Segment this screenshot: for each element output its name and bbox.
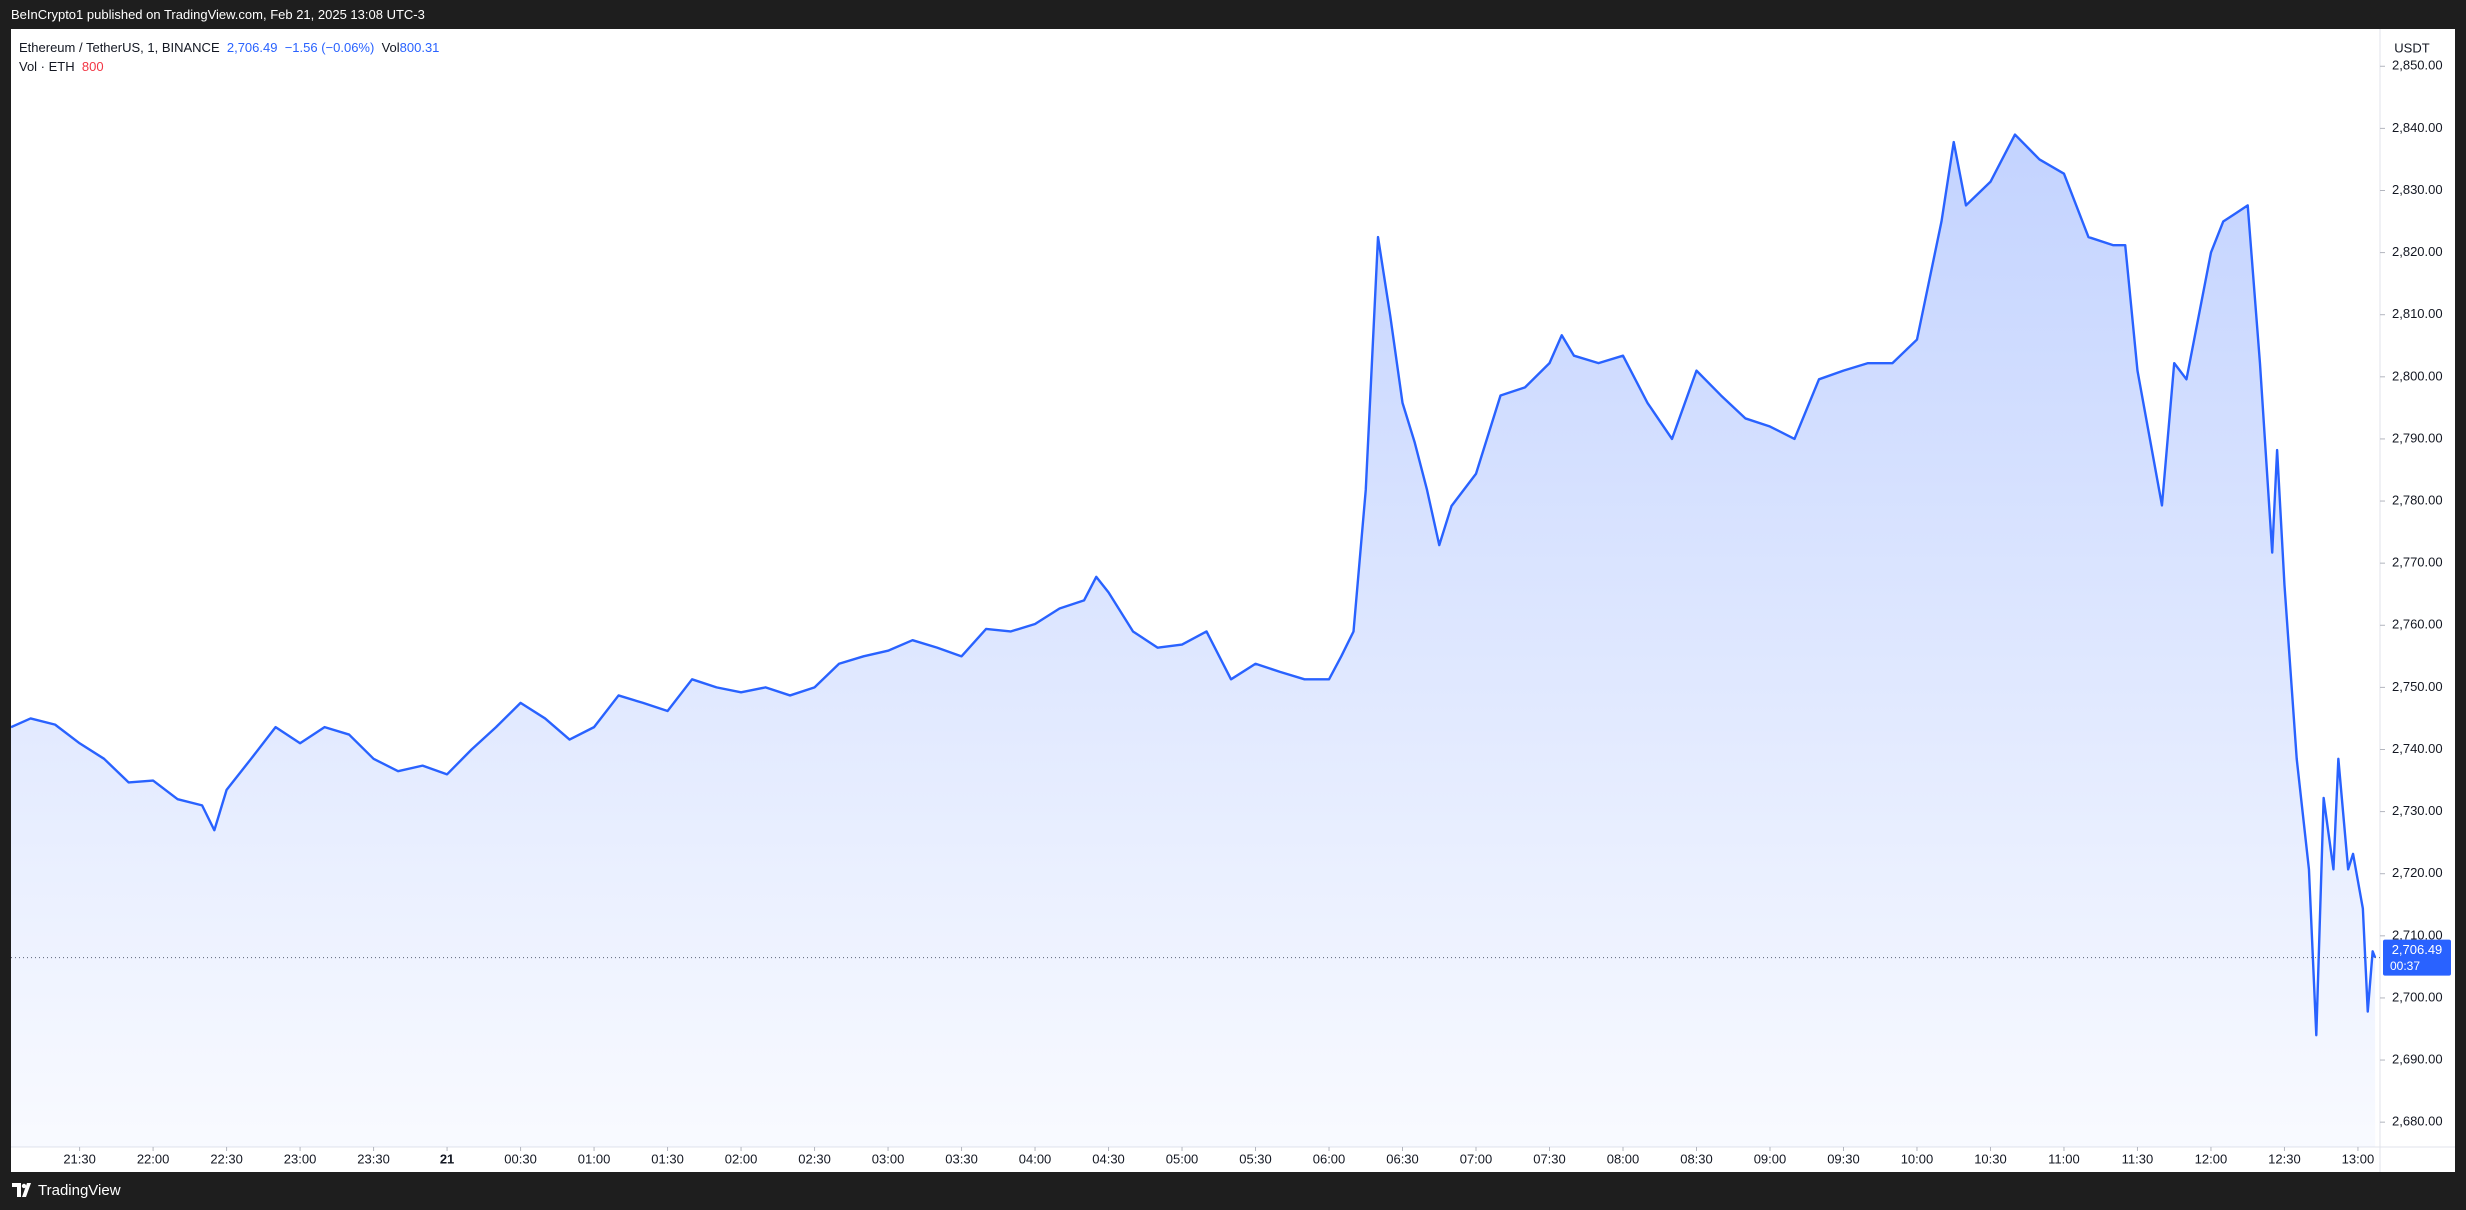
price-line	[11, 133, 2377, 1037]
axes: 2,680.00 2,690.00 2,700.00 2,710.00 2,720.00…	[63, 58, 2451, 1166]
y-tick-label: 2,730.00	[2392, 803, 2443, 818]
publish-bar: BeInCrypto1 published on TradingView.com…	[0, 0, 2466, 29]
y-tick-label: 2,800.00	[2392, 368, 2443, 383]
brand: TradingView	[38, 1182, 121, 1199]
x-tick-label: 23:30	[357, 1151, 390, 1166]
publish-info: BeInCrypto1 published on TradingView.com…	[11, 7, 425, 22]
y-tick-label: 2,700.00	[2392, 989, 2443, 1004]
x-tick-label: 21:30	[63, 1151, 96, 1166]
x-tick-label: 21	[440, 1151, 454, 1166]
x-tick-label: 02:30	[798, 1151, 831, 1166]
y-tick-label: 2,790.00	[2392, 430, 2443, 445]
y-tick-label: 2,840.00	[2392, 120, 2443, 135]
y-tick-label: 2,710.00	[2392, 927, 2443, 942]
y-tick-label: 2,820.00	[2392, 244, 2443, 259]
x-tick-label: 03:00	[872, 1151, 905, 1166]
y-tick-label: 2,740.00	[2392, 741, 2443, 756]
legend-row: Ethereum / TetherUS, 1, BINANCE 2,706.49…	[19, 38, 439, 57]
y-tick-label: 2,680.00	[2392, 1114, 2443, 1129]
price-area	[11, 134, 2376, 1147]
y-tick-label: 2,770.00	[2392, 555, 2443, 570]
y-tick-label: 2,720.00	[2392, 865, 2443, 880]
y-tick-label: 2,830.00	[2392, 182, 2443, 197]
x-tick-label: 08:30	[1680, 1151, 1713, 1166]
x-tick-label: 09:30	[1827, 1151, 1860, 1166]
x-tick-label: 10:30	[1974, 1151, 2007, 1166]
x-tick-label: 04:30	[1092, 1151, 1125, 1166]
x-tick-label: 04:00	[1019, 1151, 1052, 1166]
y-tick-label: 2,850.00	[2392, 58, 2443, 73]
footer-bar: TradingView	[0, 1172, 2466, 1210]
x-tick-label: 13:00	[2342, 1151, 2375, 1166]
x-tick-label: 23:00	[284, 1151, 317, 1166]
last-price-tag-label: 2,706.49	[2392, 942, 2443, 957]
x-tick-label: 01:30	[651, 1151, 684, 1166]
volume-title: Vol · ETH	[19, 59, 75, 74]
x-tick-label: 12:30	[2268, 1151, 2301, 1166]
volume-short: 800	[81, 59, 104, 74]
last-price-tag	[2383, 939, 2451, 976]
change: −1.56 (−0.06%)	[284, 40, 375, 55]
y-tick-label: 2,780.00	[2392, 492, 2443, 507]
last-price: 2,706.49	[226, 40, 278, 55]
x-tick-label: 05:00	[1166, 1151, 1199, 1166]
y-tick-label: 2,810.00	[2392, 306, 2443, 321]
volume-value: 800.31	[399, 40, 440, 55]
x-tick-label: 08:00	[1607, 1151, 1640, 1166]
x-tick-label: 06:00	[1313, 1151, 1346, 1166]
countdown: 00:37	[2390, 959, 2420, 973]
y-tick-label: 2,760.00	[2392, 617, 2443, 632]
x-tick-label: 11:00	[2048, 1151, 2080, 1166]
x-tick-label: 09:00	[1754, 1151, 1787, 1166]
x-tick-label: 02:00	[725, 1151, 758, 1166]
x-tick-label: 05:30	[1239, 1151, 1272, 1166]
x-tick-label: 06:30	[1386, 1151, 1419, 1166]
chart: USDT 2,680.002,690.002,700.002,710.002,7…	[11, 29, 2455, 1172]
y-tick-label: 2,750.00	[2392, 679, 2443, 694]
x-tick-label: 00:30	[504, 1151, 537, 1166]
currency-label: USDT	[2394, 40, 2429, 55]
legend: Ethereum / TetherUS, 1, BINANCE 2,706.49…	[19, 38, 439, 76]
x-tick-label: 12:00	[2195, 1151, 2228, 1166]
brand-logo	[12, 1183, 31, 1197]
x-tick-label: 10:00	[1901, 1151, 1934, 1166]
x-tick-label: 01:00	[578, 1151, 611, 1166]
x-tick-label: 07:00	[1460, 1151, 1493, 1166]
x-tick-label: 22:30	[210, 1151, 243, 1166]
x-tick-label: 07:30	[1533, 1151, 1566, 1166]
plot-area	[11, 133, 2380, 1147]
x-tick-label: 22:00	[137, 1151, 170, 1166]
x-tick-label: 11:30	[2122, 1151, 2154, 1166]
y-tick-label: 2,690.00	[2392, 1051, 2443, 1066]
x-tick-label: 03:30	[945, 1151, 978, 1166]
legend-row: Vol · ETH 800	[19, 57, 439, 76]
volume-label: Vol	[381, 40, 400, 55]
symbol: Ethereum / TetherUS, 1, BINANCE	[19, 40, 220, 55]
